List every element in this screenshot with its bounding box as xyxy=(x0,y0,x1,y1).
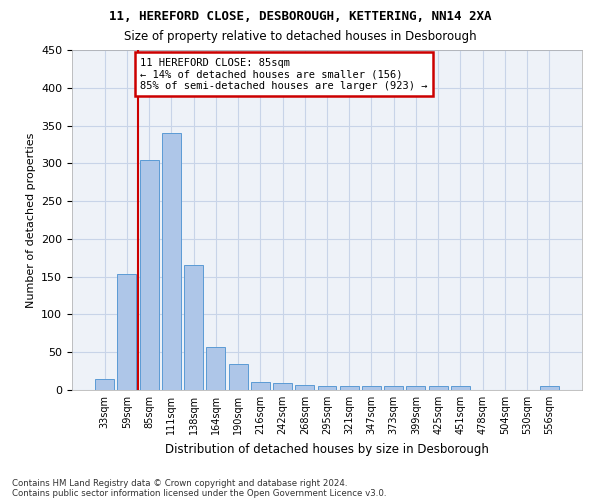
Bar xyxy=(362,386,381,390)
Bar xyxy=(140,160,158,390)
Bar xyxy=(273,383,292,390)
Bar xyxy=(184,266,203,390)
X-axis label: Distribution of detached houses by size in Desborough: Distribution of detached houses by size … xyxy=(165,442,489,456)
Text: 11, HEREFORD CLOSE, DESBOROUGH, KETTERING, NN14 2XA: 11, HEREFORD CLOSE, DESBOROUGH, KETTERIN… xyxy=(109,10,491,23)
Y-axis label: Number of detached properties: Number of detached properties xyxy=(26,132,35,308)
Bar xyxy=(540,386,559,390)
Bar xyxy=(162,133,181,390)
Bar xyxy=(429,386,448,390)
Bar xyxy=(206,347,225,390)
Bar xyxy=(317,386,337,390)
Bar xyxy=(451,386,470,390)
Text: Contains HM Land Registry data © Crown copyright and database right 2024.: Contains HM Land Registry data © Crown c… xyxy=(12,478,347,488)
Text: 11 HEREFORD CLOSE: 85sqm
← 14% of detached houses are smaller (156)
85% of semi-: 11 HEREFORD CLOSE: 85sqm ← 14% of detach… xyxy=(140,58,428,91)
Bar xyxy=(251,382,270,390)
Bar xyxy=(295,384,314,390)
Text: Size of property relative to detached houses in Desborough: Size of property relative to detached ho… xyxy=(124,30,476,43)
Text: Contains public sector information licensed under the Open Government Licence v3: Contains public sector information licen… xyxy=(12,488,386,498)
Bar xyxy=(95,378,114,390)
Bar xyxy=(340,386,359,390)
Bar xyxy=(384,386,403,390)
Bar xyxy=(406,386,425,390)
Bar xyxy=(118,274,136,390)
Bar xyxy=(229,364,248,390)
